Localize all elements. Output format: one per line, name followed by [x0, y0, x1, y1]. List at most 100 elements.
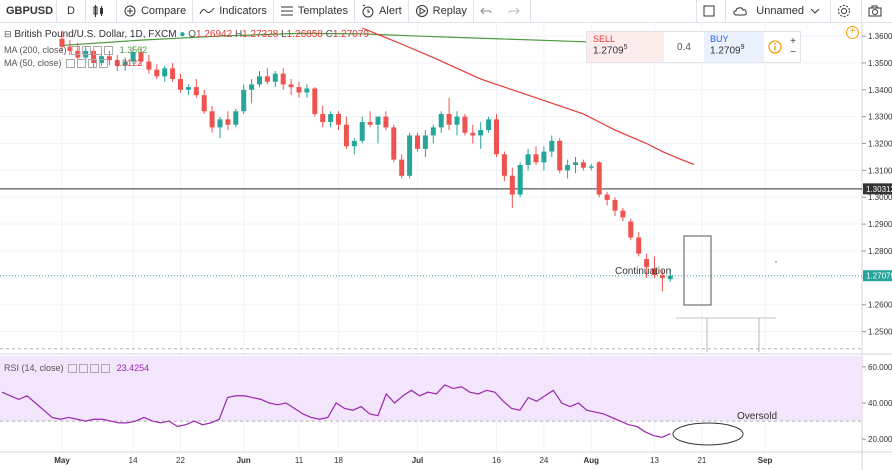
- symbol-search[interactable]: GBPUSD: [0, 0, 57, 22]
- candle[interactable]: [178, 79, 183, 90]
- layout-menu[interactable]: Unnamed: [726, 0, 831, 22]
- candle[interactable]: [446, 113, 452, 125]
- candle[interactable]: [438, 113, 444, 128]
- candle[interactable]: [312, 88, 318, 114]
- ma200-legend[interactable]: MA (200, close) 1.3562: [4, 45, 147, 56]
- candle[interactable]: [138, 52, 144, 62]
- eye-icon[interactable]: [68, 364, 78, 374]
- time-axis[interactable]: May 14 22 Jun 11 18 Jul 16 24 Aug 13 21 Sep: [54, 456, 772, 465]
- rsi-line[interactable]: [1, 384, 671, 438]
- candle[interactable]: [249, 84, 255, 90]
- candle[interactable]: [217, 119, 223, 128]
- screenshot-button[interactable]: [862, 0, 892, 22]
- candle[interactable]: [525, 154, 531, 166]
- chart-canvas[interactable]: Continuation 1.36000 1.35000 1.34000 1.3300…: [0, 23, 892, 470]
- candle[interactable]: [383, 116, 389, 128]
- candle[interactable]: [659, 275, 665, 278]
- settings-small-icon[interactable]: [79, 364, 89, 374]
- candle[interactable]: [620, 210, 626, 218]
- continuation-box[interactable]: [683, 235, 712, 306]
- candle[interactable]: [596, 162, 602, 195]
- chart-style-button[interactable]: [86, 0, 117, 22]
- candle[interactable]: [106, 56, 112, 61]
- candle[interactable]: [257, 76, 262, 85]
- candle[interactable]: [185, 87, 191, 90]
- candle[interactable]: [565, 165, 571, 171]
- continuation-label[interactable]: Continuation: [615, 266, 671, 277]
- add-plus-icon[interactable]: +: [846, 26, 859, 39]
- candle[interactable]: [209, 111, 215, 128]
- oversold-label[interactable]: Oversold: [737, 411, 777, 422]
- candle[interactable]: [478, 130, 484, 136]
- candle[interactable]: [367, 122, 373, 125]
- ma50-legend[interactable]: MA (50, close) 1.3122: [4, 58, 142, 69]
- undo-button[interactable]: [474, 0, 502, 22]
- candle[interactable]: [541, 151, 547, 163]
- candle[interactable]: [612, 199, 618, 211]
- templates-button[interactable]: Templates: [274, 0, 356, 22]
- candle[interactable]: [644, 259, 650, 268]
- candle[interactable]: [667, 275, 673, 280]
- settings-small-icon[interactable]: [82, 46, 92, 56]
- candle[interactable]: [170, 68, 176, 80]
- candle[interactable]: [67, 46, 73, 51]
- candle[interactable]: [288, 84, 294, 88]
- candle[interactable]: [359, 122, 365, 141]
- candle[interactable]: [415, 135, 420, 149]
- candle[interactable]: [652, 268, 657, 276]
- candle[interactable]: [272, 73, 278, 82]
- fullscreen-button[interactable]: [696, 0, 727, 22]
- candle[interactable]: [604, 194, 610, 200]
- candles[interactable]: [59, 30, 673, 292]
- candle[interactable]: [320, 113, 326, 123]
- replay-button[interactable]: Replay: [409, 0, 474, 22]
- candle[interactable]: [328, 113, 334, 123]
- redo-button[interactable]: [502, 0, 531, 22]
- candle[interactable]: [580, 162, 586, 168]
- buy-button[interactable]: BUY 1.27099: [704, 32, 764, 62]
- candle[interactable]: [233, 111, 239, 125]
- ma50-line[interactable]: [361, 27, 695, 166]
- more-icon[interactable]: [104, 46, 114, 56]
- alert-button[interactable]: Alert: [355, 0, 409, 22]
- candle[interactable]: [407, 135, 413, 176]
- candle[interactable]: [280, 73, 286, 85]
- candle[interactable]: [422, 135, 428, 149]
- candle[interactable]: [154, 69, 160, 77]
- candle[interactable]: [462, 116, 468, 133]
- candle[interactable]: [59, 38, 65, 47]
- candle[interactable]: [588, 166, 594, 168]
- candle[interactable]: [114, 60, 120, 66]
- candle[interactable]: [501, 154, 507, 176]
- plus-icon[interactable]: +: [790, 36, 796, 47]
- candle[interactable]: [494, 119, 499, 155]
- candle[interactable]: [343, 124, 349, 147]
- settings-small-icon[interactable]: [77, 59, 87, 69]
- candle[interactable]: [573, 162, 578, 166]
- candle[interactable]: [470, 132, 476, 136]
- candle[interactable]: [304, 88, 310, 93]
- candle[interactable]: [122, 61, 128, 66]
- quantity-stepper[interactable]: + −: [786, 32, 800, 62]
- more-icon[interactable]: [101, 364, 111, 374]
- candle[interactable]: [264, 76, 270, 82]
- indicators-button[interactable]: Indicators: [193, 0, 274, 22]
- close-small-icon[interactable]: [93, 46, 103, 56]
- candle[interactable]: [351, 140, 357, 147]
- candle[interactable]: [628, 221, 634, 238]
- more-icon[interactable]: [99, 59, 109, 69]
- rsi-legend[interactable]: RSI (14, close) 23.4254: [4, 363, 149, 374]
- legend-toggle-icon[interactable]: ⊟: [4, 29, 12, 39]
- candle[interactable]: [486, 119, 492, 131]
- eye-icon[interactable]: [71, 46, 81, 56]
- close-small-icon[interactable]: [90, 364, 100, 374]
- candle[interactable]: [225, 119, 231, 125]
- settings-button[interactable]: [831, 0, 862, 22]
- candle[interactable]: [130, 52, 136, 62]
- candle[interactable]: [517, 165, 523, 195]
- candle[interactable]: [296, 87, 302, 93]
- sell-button[interactable]: SELL 1.27095: [587, 32, 664, 62]
- candle[interactable]: [193, 87, 199, 96]
- candle[interactable]: [636, 237, 642, 254]
- candle[interactable]: [509, 175, 515, 195]
